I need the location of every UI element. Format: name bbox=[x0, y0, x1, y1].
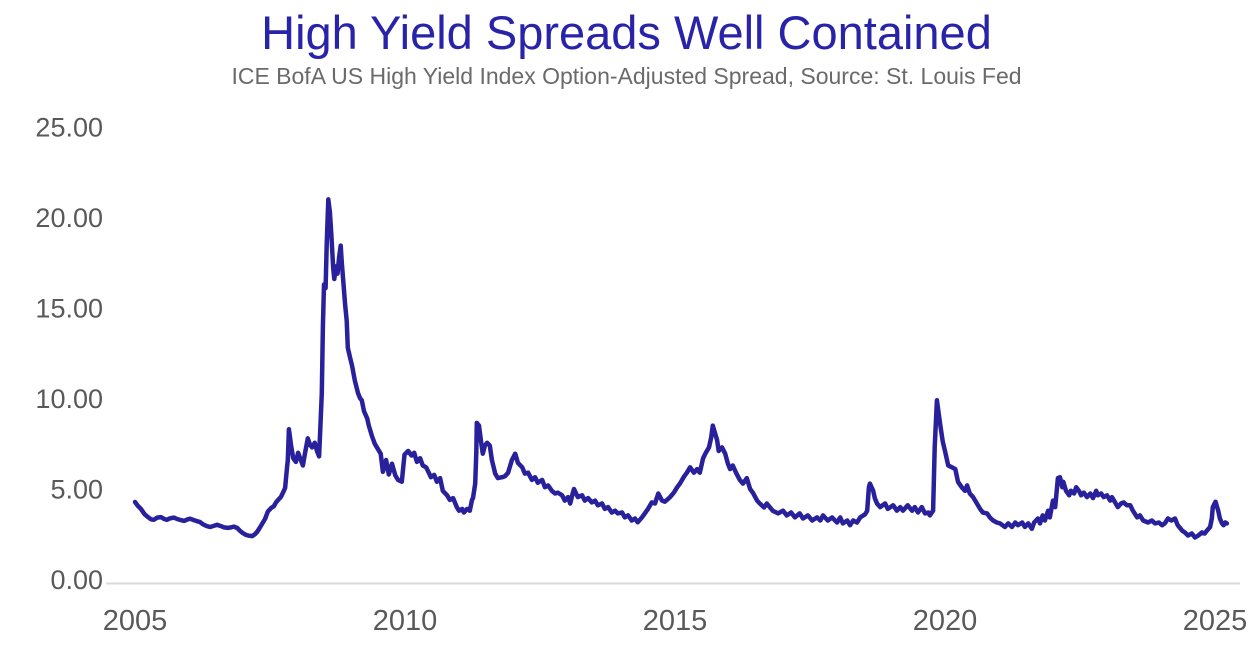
x-axis-tick-label: 2025 bbox=[1183, 605, 1248, 637]
x-axis-tick-label: 2020 bbox=[913, 605, 978, 637]
y-axis-tick-label: 0.00 bbox=[50, 565, 103, 595]
y-axis-tick-label: 25.00 bbox=[35, 113, 103, 143]
y-axis-tick-label: 5.00 bbox=[50, 475, 103, 505]
y-axis-tick-label: 15.00 bbox=[35, 294, 103, 324]
spread-line bbox=[132, 197, 1230, 540]
x-axis-tick-label: 2005 bbox=[103, 605, 168, 637]
x-axis-tick-label: 2010 bbox=[373, 605, 438, 637]
y-axis-tick-label: 20.00 bbox=[35, 203, 103, 233]
y-axis-tick-label: 10.00 bbox=[35, 384, 103, 414]
x-axis-tick-label: 2015 bbox=[643, 605, 708, 637]
